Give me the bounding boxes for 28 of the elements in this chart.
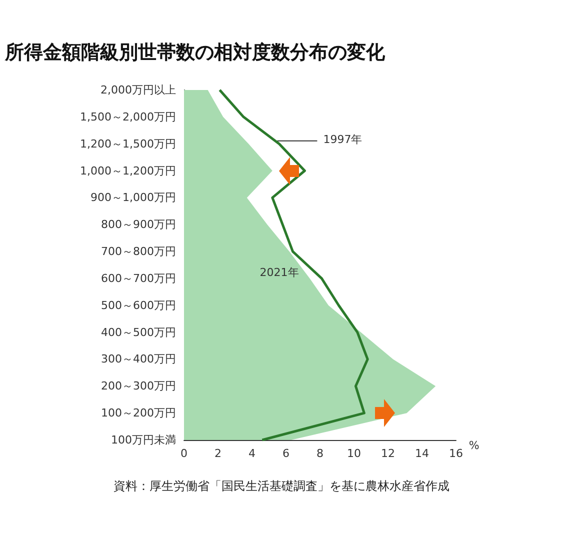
y-tick-label: 2,000万円以上 [100,84,176,96]
y-tick-label: 100～200万円 [101,406,176,420]
x-tick-label: 4 [248,447,256,460]
y-tick-label: 1,500～2,000万円 [80,110,176,124]
x-tick-label: 14 [415,447,429,460]
text: 資料：厚生労働省「国民生活基礎調査」を基に農林水産省作成 [114,479,450,493]
series-label: 2021年 [260,266,299,279]
x-axis-title: % [468,439,480,452]
x-tick-label: 16 [449,447,463,460]
x-tick-label: 2 [214,447,222,460]
y-tick-label: 700～800万円 [101,245,176,258]
y-tick-label: 600～700万円 [101,272,176,285]
y-tick-label: 1,000～1,200万円 [80,164,176,178]
y-tick-label: 400～500万円 [101,326,176,339]
text: 1997年 [323,132,362,146]
x-tick-label: 12 [381,447,395,460]
x-tick-label: 6 [282,447,290,460]
y-tick-label: 900～1,000万円 [90,191,176,204]
y-tick-label: 500～600万円 [101,298,176,312]
y-tick-label: 200～300万円 [101,380,176,393]
y-tick-label: 800～900万円 [101,218,176,232]
x-tick-label: 8 [316,447,324,460]
x-tick-label: 0 [180,447,188,460]
y-tick-label: 100万円未満 [111,434,176,446]
x-tick-label: 10 [347,447,361,460]
chart-title: 所得金額階級別世帯数の相対度数分布の変化 [4,42,386,64]
y-tick-label: 300～400万円 [101,352,176,366]
y-tick-label: 1,200～1,500万円 [80,137,176,150]
